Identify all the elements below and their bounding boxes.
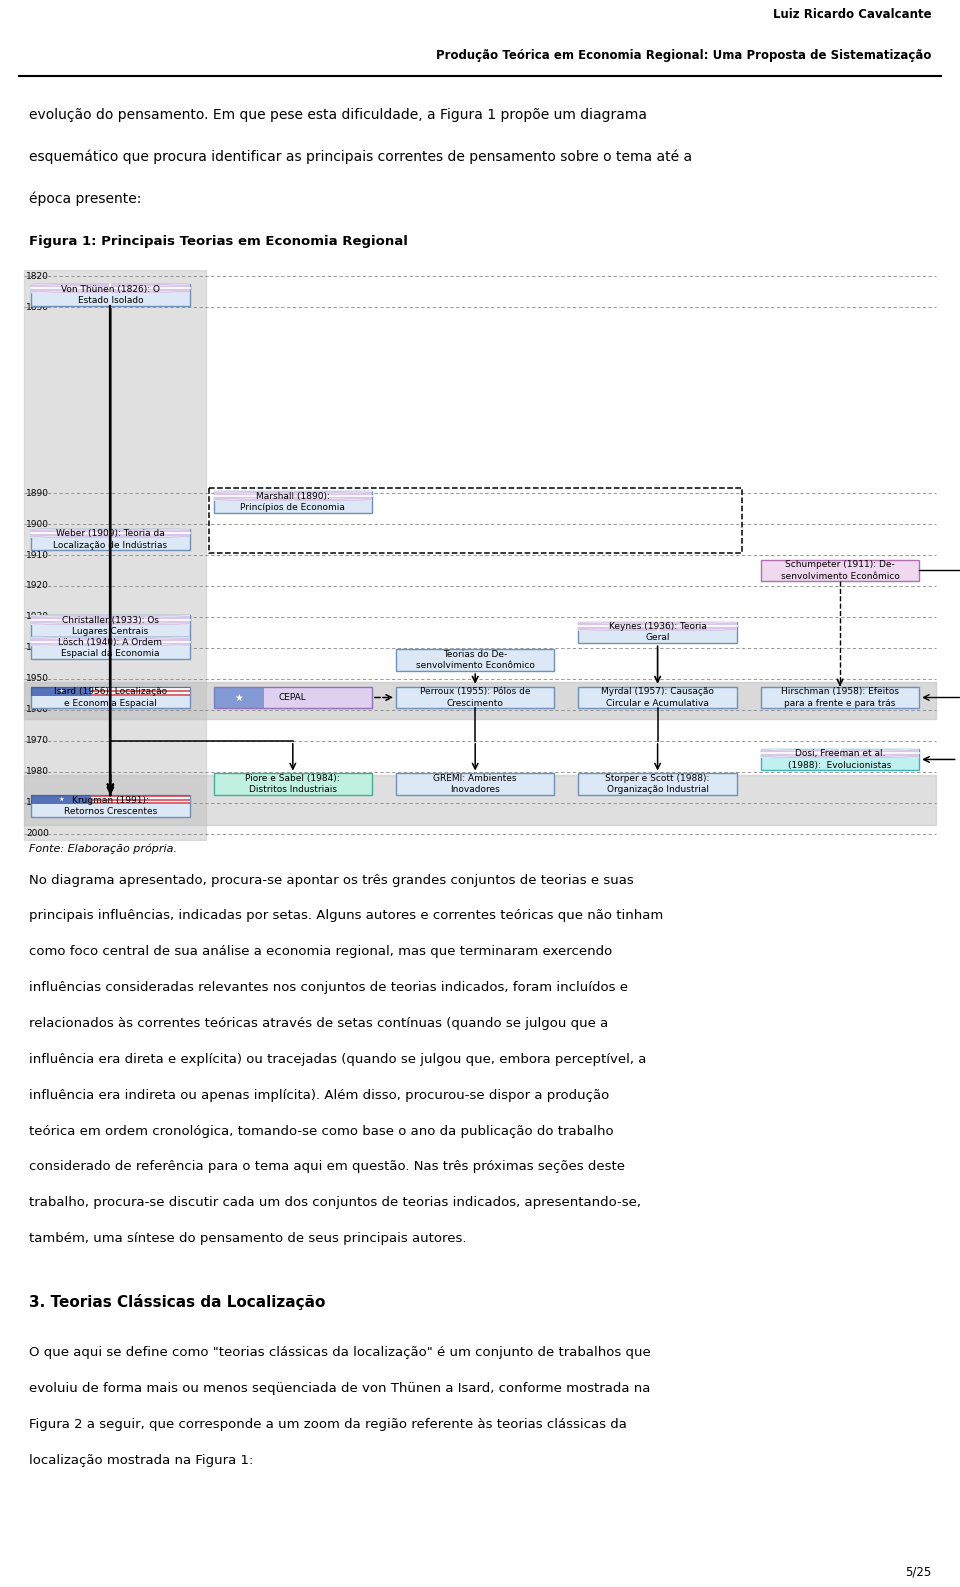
Text: como foco central de sua análise a economia regional, mas que terminaram exercen: como foco central de sua análise a econo…	[29, 946, 612, 959]
Text: Figura 1: Principais Teorias em Economia Regional: Figura 1: Principais Teorias em Economia…	[29, 235, 408, 248]
FancyBboxPatch shape	[213, 687, 372, 708]
Text: 1820: 1820	[26, 271, 49, 281]
FancyBboxPatch shape	[760, 749, 920, 770]
Text: 1940: 1940	[26, 643, 49, 652]
Text: também, uma síntese do pensamento de seus principais autores.: também, uma síntese do pensamento de seu…	[29, 1232, 467, 1246]
Text: 5/25: 5/25	[905, 1565, 931, 1577]
FancyBboxPatch shape	[396, 773, 555, 795]
Text: 1900: 1900	[26, 519, 49, 528]
Text: 2000: 2000	[26, 830, 49, 838]
Text: GREMI: Ambientes
Inovadores: GREMI: Ambientes Inovadores	[434, 774, 516, 794]
Text: Piore e Sabel (1984):
Distritos Industriais: Piore e Sabel (1984): Distritos Industri…	[246, 774, 340, 794]
Text: 1970: 1970	[26, 736, 49, 746]
Text: Myrdal (1957): Causação
Circular e Acumulativa: Myrdal (1957): Causação Circular e Acumu…	[601, 687, 714, 708]
Text: No diagrama apresentado, procura-se apontar os três grandes conjuntos de teorias: No diagrama apresentado, procura-se apon…	[29, 873, 634, 887]
FancyBboxPatch shape	[213, 687, 264, 708]
FancyBboxPatch shape	[91, 800, 190, 803]
Text: ★: ★	[234, 692, 243, 703]
Text: evoluiu de forma mais ou menos seqüenciada de von Thünen a Isard, conforme mostr: evoluiu de forma mais ou menos seqüencia…	[29, 1382, 650, 1395]
FancyBboxPatch shape	[31, 636, 190, 659]
Text: Figura 2 a seguir, que corresponde a um zoom da região referente às teorias clás: Figura 2 a seguir, que corresponde a um …	[29, 1419, 627, 1431]
Text: 1950: 1950	[26, 674, 49, 684]
FancyBboxPatch shape	[578, 622, 737, 630]
Text: influência era direta e explícita) ou tracejadas (quando se julgou que, embora p: influência era direta e explícita) ou tr…	[29, 1052, 646, 1066]
FancyBboxPatch shape	[213, 773, 372, 795]
Text: Produção Teórica em Economia Regional: Uma Proposta de Sistematização: Produção Teórica em Economia Regional: U…	[436, 49, 931, 62]
FancyBboxPatch shape	[91, 687, 190, 689]
Text: Christaller (1933): Os
Lugares Centrais: Christaller (1933): Os Lugares Centrais	[61, 616, 159, 636]
Text: Luiz Ricardo Cavalcante: Luiz Ricardo Cavalcante	[773, 8, 931, 21]
FancyBboxPatch shape	[213, 492, 372, 513]
Text: 1890: 1890	[26, 489, 49, 498]
Text: esquemático que procura identificar as principais correntes de pensamento sobre : esquemático que procura identificar as p…	[29, 149, 692, 165]
Text: Dosi, Freeman et al.
(1988):  Evolucionistas: Dosi, Freeman et al. (1988): Evolucionis…	[788, 749, 892, 770]
Text: CEPAL: CEPAL	[279, 694, 306, 701]
FancyBboxPatch shape	[31, 284, 190, 306]
FancyBboxPatch shape	[396, 649, 555, 671]
Text: Storper e Scott (1988):
Organização Industrial: Storper e Scott (1988): Organização Indu…	[606, 774, 709, 794]
Text: O que aqui se define como "teorias clássicas da localização" é um conjunto de tr: O que aqui se define como "teorias cláss…	[29, 1346, 651, 1360]
Text: trabalho, procura-se discutir cada um dos conjuntos de teorias indicados, aprese: trabalho, procura-se discutir cada um do…	[29, 1197, 641, 1209]
FancyBboxPatch shape	[213, 492, 372, 500]
Text: influências consideradas relevantes nos conjuntos de teorias indicados, foram in: influências consideradas relevantes nos …	[29, 981, 628, 993]
Text: 3. Teorias Clássicas da Localização: 3. Teorias Clássicas da Localização	[29, 1293, 325, 1311]
Text: localização mostrada na Figura 1:: localização mostrada na Figura 1:	[29, 1454, 253, 1466]
FancyBboxPatch shape	[31, 687, 190, 708]
FancyBboxPatch shape	[760, 560, 920, 581]
FancyBboxPatch shape	[578, 773, 737, 795]
FancyBboxPatch shape	[91, 689, 190, 690]
FancyBboxPatch shape	[31, 616, 190, 636]
FancyBboxPatch shape	[91, 692, 190, 694]
Text: relacionados às correntes teóricas através de setas contínuas (quando se julgou : relacionados às correntes teóricas atrav…	[29, 1017, 608, 1030]
FancyBboxPatch shape	[31, 284, 190, 294]
FancyBboxPatch shape	[91, 690, 190, 692]
Text: Fonte: Elaboração própria.: Fonte: Elaboração própria.	[29, 844, 177, 854]
Text: Hirschman (1958): Efeitos
para a frente e para trás: Hirschman (1958): Efeitos para a frente …	[781, 687, 899, 708]
Text: 1960: 1960	[26, 705, 49, 714]
Text: Perroux (1955): Pólos de
Crescimento: Perroux (1955): Pólos de Crescimento	[420, 687, 531, 708]
Text: principais influências, indicadas por setas. Alguns autores e correntes teóricas: principais influências, indicadas por se…	[29, 909, 663, 922]
FancyBboxPatch shape	[578, 622, 737, 643]
Text: época presente:: época presente:	[29, 192, 141, 206]
Text: Weber (1909): Teoria da
Localização de Indústrias: Weber (1909): Teoria da Localização de I…	[54, 530, 167, 549]
Text: 1910: 1910	[26, 551, 49, 560]
Text: ★: ★	[59, 797, 64, 801]
Text: 1830: 1830	[26, 303, 49, 311]
FancyBboxPatch shape	[31, 528, 190, 551]
FancyBboxPatch shape	[760, 687, 920, 708]
Text: Schumpeter (1911): De-
senvolvimento Econômico: Schumpeter (1911): De- senvolvimento Eco…	[780, 560, 900, 581]
Text: 1980: 1980	[26, 768, 49, 776]
FancyBboxPatch shape	[91, 798, 190, 800]
FancyBboxPatch shape	[31, 687, 91, 695]
FancyBboxPatch shape	[91, 795, 190, 797]
Text: 1930: 1930	[26, 613, 49, 622]
FancyBboxPatch shape	[91, 694, 190, 695]
Text: considerado de referência para o tema aqui em questão. Nas três próximas seções : considerado de referência para o tema aq…	[29, 1160, 625, 1173]
Text: Lösch (1940): A Ordem
Espacial da Economia: Lösch (1940): A Ordem Espacial da Econom…	[59, 638, 162, 659]
Text: Teorias do De-
senvolvimento Econômico: Teorias do De- senvolvimento Econômico	[416, 651, 535, 670]
Text: ★: ★	[59, 689, 64, 694]
Text: 1990: 1990	[26, 798, 49, 808]
FancyBboxPatch shape	[578, 687, 737, 708]
Text: 1920: 1920	[26, 581, 49, 590]
FancyBboxPatch shape	[31, 636, 190, 646]
Text: Von Thünen (1826): O
Estado Isolado: Von Thünen (1826): O Estado Isolado	[60, 284, 160, 305]
Text: Krugman (1991):
Retornos Crescentes: Krugman (1991): Retornos Crescentes	[63, 795, 157, 816]
FancyBboxPatch shape	[760, 749, 920, 757]
Text: Keynes (1936): Teoria
Geral: Keynes (1936): Teoria Geral	[609, 622, 707, 643]
FancyBboxPatch shape	[31, 616, 190, 625]
FancyBboxPatch shape	[91, 803, 190, 805]
Text: Isard (1956): Localização
e Economia Espacial: Isard (1956): Localização e Economia Esp…	[54, 687, 167, 708]
FancyBboxPatch shape	[31, 795, 190, 817]
Text: influência era indireta ou apenas implícita). Além disso, procurou-se dispor a p: influência era indireta ou apenas implíc…	[29, 1089, 609, 1101]
FancyBboxPatch shape	[31, 795, 91, 805]
Text: Marshall (1890):
Princípios de Economia: Marshall (1890): Princípios de Economia	[240, 492, 346, 513]
FancyBboxPatch shape	[396, 687, 555, 708]
FancyBboxPatch shape	[91, 797, 190, 798]
Text: evolução do pensamento. Em que pese esta dificuldade, a Figura 1 propõe um diagr: evolução do pensamento. Em que pese esta…	[29, 108, 647, 122]
FancyBboxPatch shape	[31, 528, 190, 538]
Text: teórica em ordem cronológica, tomando-se como base o ano da publicação do trabal: teórica em ordem cronológica, tomando-se…	[29, 1125, 613, 1138]
